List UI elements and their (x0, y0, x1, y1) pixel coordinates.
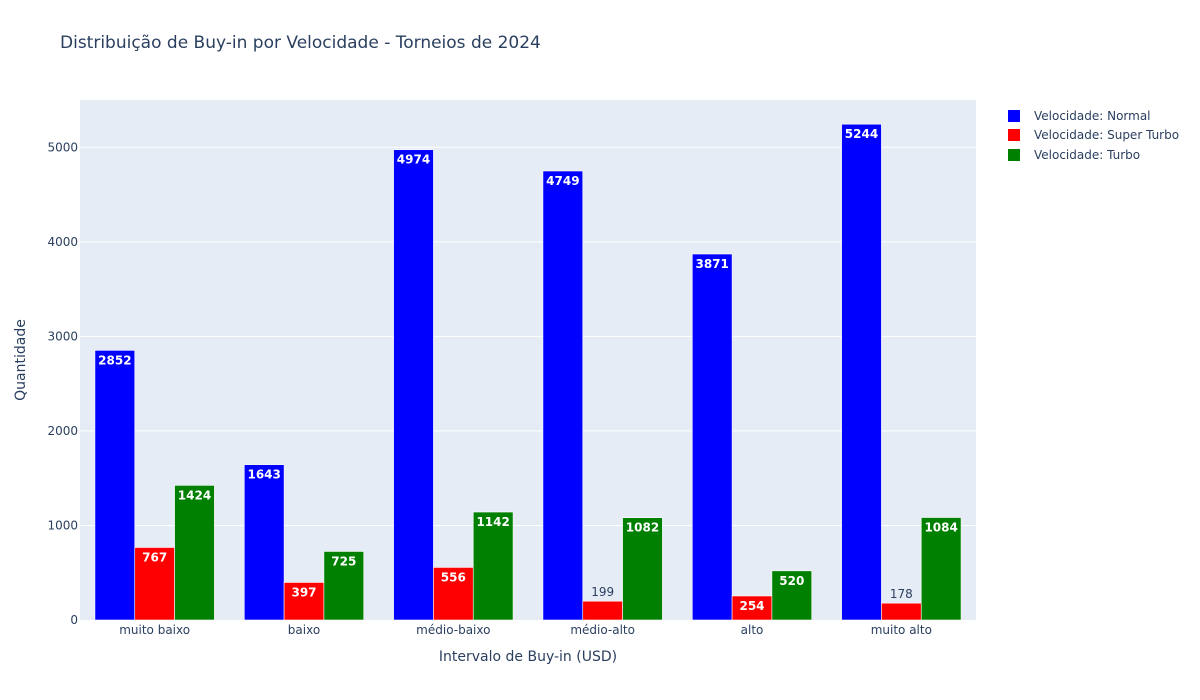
bar-value-label: 4749 (546, 174, 579, 188)
x-tick-label: médio-alto (570, 623, 635, 637)
y-tick-label: 2000 (47, 424, 78, 438)
x-tick-label: médio-baixo (416, 623, 490, 637)
bar[interactable] (542, 170, 584, 621)
bar-value-label: 178 (890, 587, 913, 601)
chart-title: Distribuição de Buy-in por Velocidade - … (60, 33, 541, 53)
bar-value-label: 199 (591, 585, 614, 599)
legend: Velocidade: Normal Velocidade: Super Tur… (1008, 106, 1179, 165)
y-tick-label: 0 (70, 613, 78, 627)
bar[interactable] (920, 517, 962, 621)
bar[interactable] (134, 547, 175, 621)
bar[interactable] (771, 570, 813, 621)
bar-value-label: 767 (142, 550, 167, 564)
bar[interactable] (94, 350, 136, 621)
legend-item-super-turbo[interactable]: Velocidade: Super Turbo (1008, 126, 1179, 146)
bar-value-label: 3871 (695, 257, 728, 271)
x-tick-label: baixo (288, 623, 320, 637)
x-tick-label: alto (741, 623, 764, 637)
y-tick-label: 4000 (47, 235, 78, 249)
bar-value-label: 556 (441, 570, 466, 584)
legend-label-super-turbo: Velocidade: Super Turbo (1034, 128, 1180, 143)
bar[interactable] (243, 464, 285, 621)
x-axis-title: Intervalo de Buy-in (USD) (439, 649, 617, 665)
y-tick-label: 3000 (47, 329, 78, 343)
bar-value-label: 4974 (397, 153, 430, 167)
bar[interactable] (472, 511, 514, 621)
plot-area (80, 100, 976, 620)
bar-value-label: 2852 (98, 353, 131, 367)
bar[interactable] (323, 551, 365, 621)
bar[interactable] (174, 485, 215, 621)
bar-value-label: 725 (331, 554, 356, 568)
bar[interactable] (841, 123, 882, 621)
bar-value-label: 254 (739, 599, 764, 613)
y-axis-title: Quantidade (13, 319, 29, 401)
x-tick-label: muito alto (871, 623, 932, 637)
legend-item-turbo[interactable]: Velocidade: Turbo (1008, 145, 1179, 165)
x-tick-label: muito baixo (119, 623, 190, 637)
legend-swatch-super-turbo (1008, 129, 1020, 142)
bar-value-label: 5244 (845, 127, 878, 141)
bar-value-label: 1084 (924, 521, 957, 535)
y-tick-label: 5000 (47, 140, 78, 154)
bar[interactable] (582, 600, 623, 621)
bar[interactable] (691, 253, 733, 621)
bar-value-label: 1142 (476, 515, 509, 529)
bar[interactable] (622, 517, 663, 621)
y-tick-label: 1000 (47, 518, 78, 532)
bar[interactable] (393, 149, 434, 621)
legend-swatch-normal (1008, 109, 1020, 122)
bar-value-label: 520 (779, 574, 804, 588)
legend-swatch-turbo (1008, 148, 1020, 161)
bar[interactable] (731, 595, 773, 621)
bar[interactable] (881, 602, 922, 621)
legend-item-normal[interactable]: Velocidade: Normal (1008, 106, 1179, 126)
bar-value-label: 1082 (626, 521, 659, 535)
bar-value-label: 397 (291, 585, 316, 599)
bar-value-label: 1424 (178, 488, 211, 502)
legend-label-turbo: Velocidade: Turbo (1034, 147, 1141, 162)
bar-value-label: 1643 (247, 468, 280, 482)
legend-label-normal: Velocidade: Normal (1034, 108, 1151, 123)
